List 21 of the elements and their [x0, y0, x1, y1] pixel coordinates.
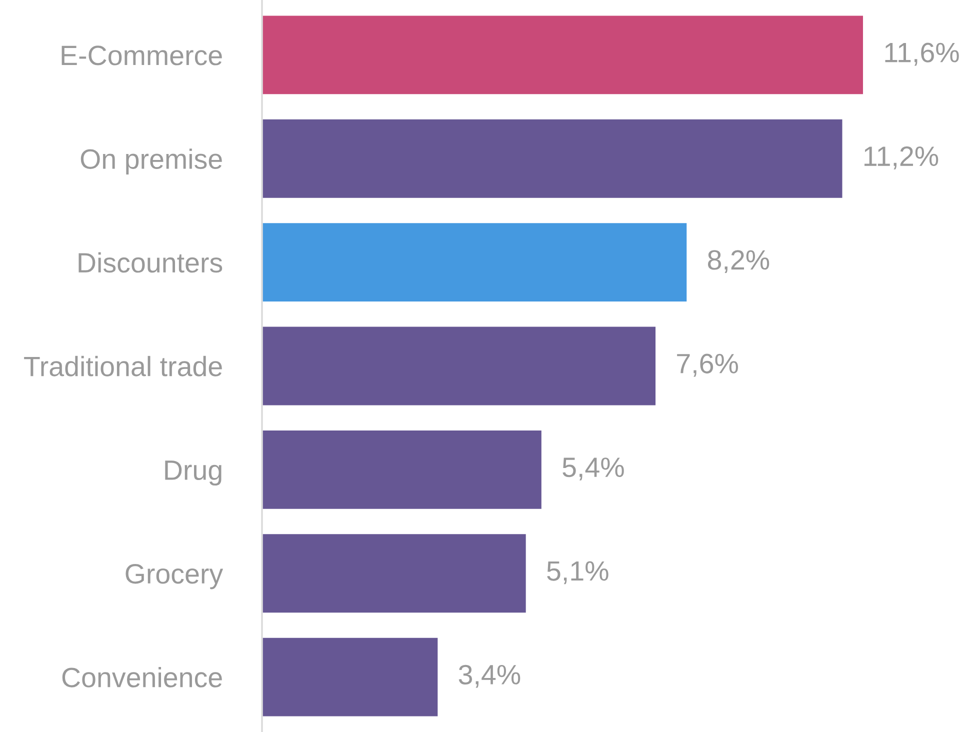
data-label: 5,1% — [547, 561, 608, 584]
y-tick-label: Grocery — [126, 564, 224, 590]
bar — [262, 325, 657, 407]
y-tick-label: Discounters — [78, 252, 222, 273]
y-tick-label: Traditional trade — [24, 356, 222, 376]
bar — [262, 429, 543, 510]
bar — [262, 14, 864, 96]
data-label: 3,4% — [458, 664, 520, 688]
data-label: 7,6% — [677, 354, 738, 377]
bar — [262, 222, 688, 303]
y-tick-label: On premise — [80, 148, 222, 174]
y-tick-label: E-Commerce — [62, 46, 222, 66]
y-tick-label: Convenience — [62, 666, 222, 688]
data-label: 11,2% — [864, 146, 938, 170]
bar — [262, 118, 844, 200]
data-label: 8,2% — [708, 250, 770, 274]
bar — [262, 636, 440, 718]
bar — [262, 532, 528, 614]
y-tick-label: Drug — [165, 460, 222, 486]
data-label: 11,6% — [885, 42, 959, 66]
data-label: 5,4% — [562, 458, 624, 480]
